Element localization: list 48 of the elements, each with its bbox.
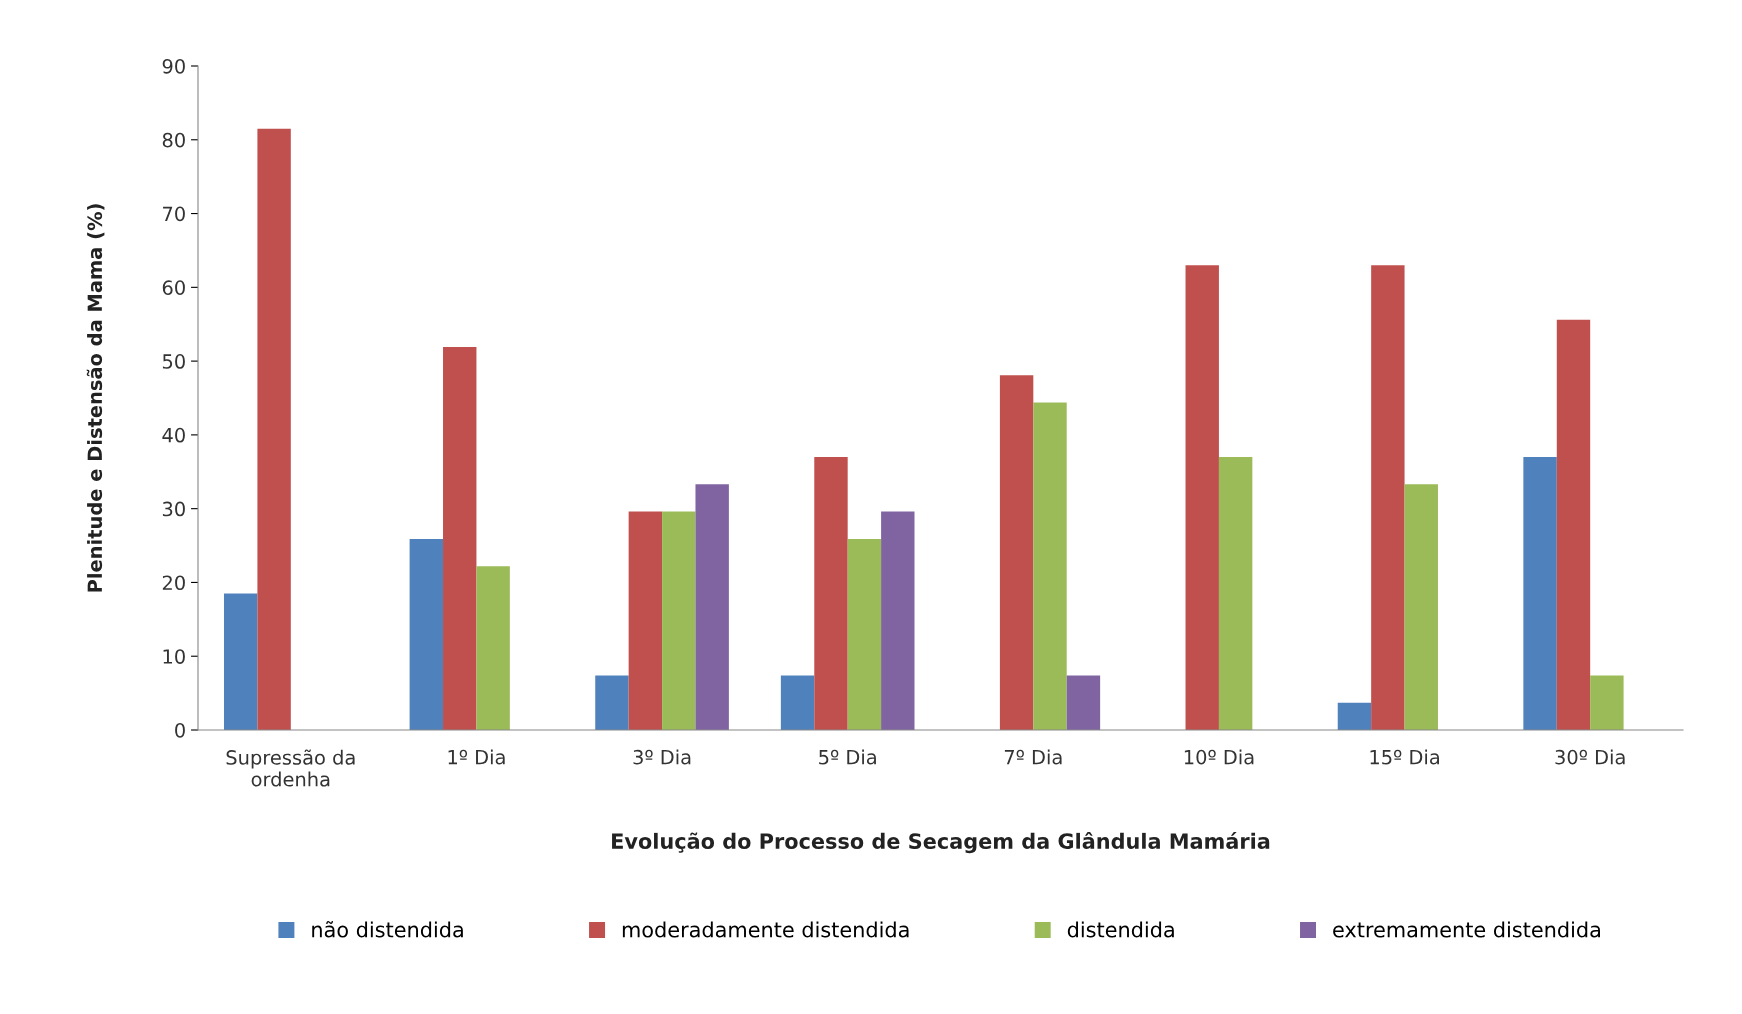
bar: [223, 593, 258, 730]
y-tick-label: 10: [163, 649, 185, 664]
bar: [1337, 702, 1372, 730]
y-tick-label: 50: [162, 354, 185, 369]
bar: [881, 511, 915, 730]
bar: [628, 511, 663, 730]
y-tick-label: 30: [162, 501, 185, 517]
x-tick-label: Supressão da ordenha: [226, 749, 355, 787]
legend-label: extremamente distendida: [1333, 921, 1600, 938]
x-tick-label: 10º Dia: [1184, 749, 1254, 765]
y-tick-label: 40: [162, 427, 185, 443]
y-tick-label: 80: [162, 132, 185, 148]
bar: [1033, 402, 1067, 730]
x-tick-label: 1º Dia: [448, 749, 505, 765]
bar: [1371, 265, 1405, 730]
y-tick-label: 20: [162, 575, 185, 591]
x-tick-label: 3º Dia: [633, 749, 691, 765]
x-tick-label: 15º Dia: [1370, 749, 1439, 765]
y-axis-title: Plenitude e Distensão da Mama (%): [86, 204, 105, 592]
bar: [662, 511, 696, 730]
bar: [409, 538, 444, 730]
bar: [476, 566, 510, 730]
y-tick-label: 70: [163, 206, 185, 222]
bar: [1066, 675, 1101, 730]
bar: [1523, 457, 1557, 730]
y-tick-label: 60: [162, 280, 185, 295]
x-tick-label: 30º Dia: [1555, 749, 1625, 765]
y-tick-label: 0: [175, 722, 185, 738]
bar: [1556, 319, 1591, 730]
y-tick-label: 90: [162, 58, 185, 74]
x-tick-label: 5º Dia: [819, 749, 876, 765]
bar: [1218, 457, 1253, 730]
bar: [595, 675, 629, 730]
x-axis-title: Evolução do Processo de Secagem da Glândula Mamária: [612, 832, 1270, 854]
bar: [814, 457, 848, 730]
legend-label: distendida: [1067, 921, 1174, 938]
legend-label: não distendida: [312, 921, 463, 938]
bar: [1590, 675, 1624, 730]
legend-label: moderadamente distendida: [622, 921, 909, 938]
bar: [1185, 265, 1219, 730]
bar: [257, 128, 291, 730]
bar: [780, 675, 815, 730]
bar: [847, 538, 882, 730]
bar: [443, 347, 477, 730]
bar: [1404, 484, 1438, 730]
x-tick-label: 7º Dia: [1004, 749, 1062, 765]
bar: [999, 375, 1034, 730]
bar: [695, 484, 729, 730]
